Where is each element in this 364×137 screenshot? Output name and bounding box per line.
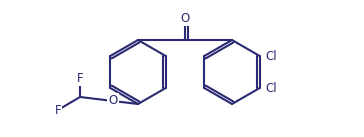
Text: O: O <box>181 12 190 25</box>
Text: Cl: Cl <box>266 82 277 95</box>
Text: F: F <box>77 72 83 85</box>
Text: F: F <box>55 103 61 116</box>
Text: Cl: Cl <box>266 49 277 62</box>
Text: O: O <box>108 94 118 107</box>
